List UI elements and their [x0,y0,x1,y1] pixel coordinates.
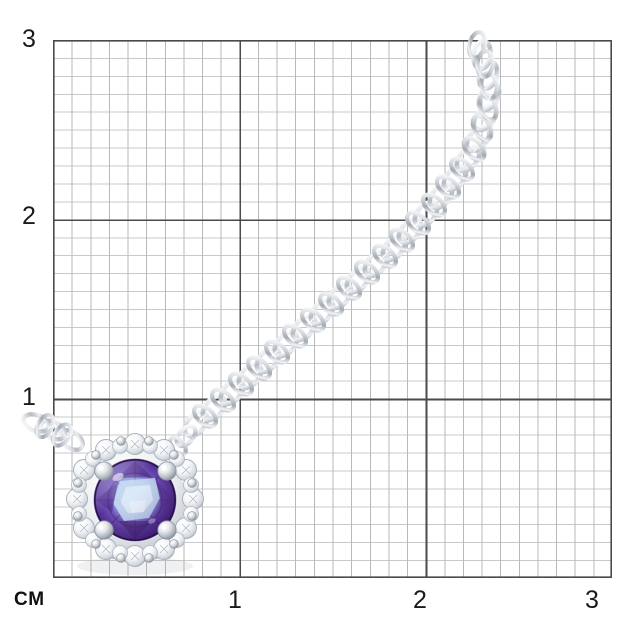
x-axis-tick-2: 2 [413,586,427,614]
y-axis-tick-3: 3 [22,25,36,53]
y-axis-tick-1: 1 [22,383,36,411]
y-axis-tick-2: 2 [22,202,36,230]
x-axis-tick-1: 1 [228,586,242,614]
x-axis-tick-3: 3 [585,586,599,614]
measurement-grid [53,40,612,578]
unit-label-cm: CM [14,589,45,610]
